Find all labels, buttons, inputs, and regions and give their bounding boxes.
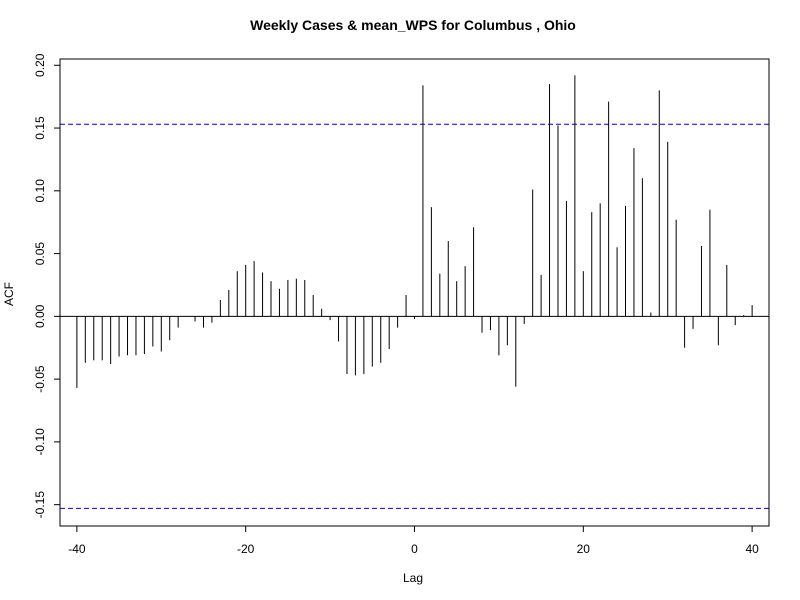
x-tick-label: 0: [411, 542, 418, 556]
y-tick-label: 0.15: [33, 116, 47, 140]
x-tick-label: 40: [745, 542, 759, 556]
y-tick-label: 0.10: [33, 179, 47, 203]
y-tick-label: -0.10: [33, 428, 47, 456]
y-tick-label: 0.20: [33, 53, 47, 77]
y-tick-label: 0.05: [33, 242, 47, 266]
y-tick-label: 0.00: [33, 304, 47, 328]
x-tick-label: 20: [577, 542, 591, 556]
acf-bars: [76, 75, 753, 388]
y-tick-label: -0.05: [33, 365, 47, 393]
x-axis: -40 -20 0 20 40: [68, 525, 759, 556]
y-tick-label: -0.15: [33, 491, 47, 519]
x-tick-label: -20: [237, 542, 255, 556]
x-tick-label: -40: [68, 542, 86, 556]
chart-title: Weekly Cases & mean_WPS for Columbus , O…: [250, 17, 576, 33]
x-axis-label: Lag: [403, 571, 423, 585]
y-axis-label: ACF: [2, 282, 16, 306]
y-axis: -0.15 -0.10 -0.05 0.00 0.05 0.10 0.15 0.20: [33, 53, 61, 519]
plot-frame: [59, 58, 770, 527]
